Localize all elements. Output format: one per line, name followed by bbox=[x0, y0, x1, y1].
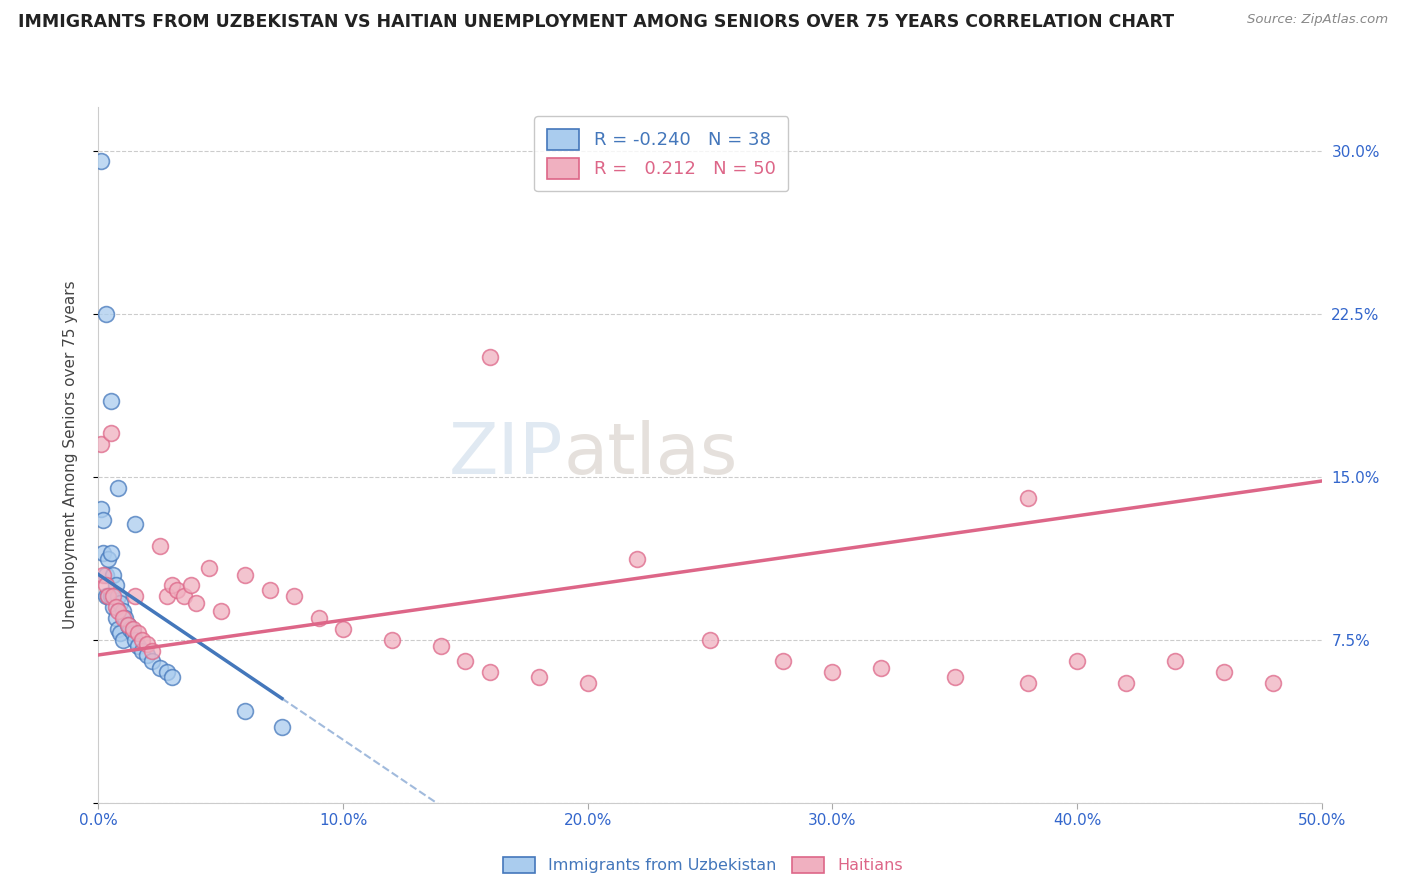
Point bbox=[121, 626, 143, 640]
Point bbox=[576, 676, 599, 690]
Point bbox=[110, 596, 132, 610]
Point bbox=[94, 567, 117, 582]
Point bbox=[127, 639, 149, 653]
Text: IMMIGRANTS FROM UZBEKISTAN VS HAITIAN UNEMPLOYMENT AMONG SENIORS OVER 75 YEARS C: IMMIGRANTS FROM UZBEKISTAN VS HAITIAN UN… bbox=[18, 13, 1174, 31]
Point bbox=[943, 670, 966, 684]
Point bbox=[156, 665, 179, 680]
Point bbox=[90, 437, 112, 451]
Point bbox=[699, 632, 721, 647]
Point bbox=[94, 589, 117, 603]
Point bbox=[870, 661, 893, 675]
Point bbox=[308, 611, 330, 625]
Y-axis label: Unemployment Among Seniors over 75 years: Unemployment Among Seniors over 75 years bbox=[63, 281, 77, 629]
Point bbox=[131, 632, 153, 647]
Point bbox=[100, 589, 122, 603]
Point bbox=[101, 567, 124, 582]
Point bbox=[149, 539, 172, 553]
Point bbox=[100, 393, 122, 408]
Point bbox=[259, 582, 281, 597]
Point bbox=[156, 589, 179, 603]
Point bbox=[100, 546, 122, 560]
Point bbox=[124, 632, 146, 647]
Point bbox=[233, 567, 256, 582]
Text: atlas: atlas bbox=[564, 420, 738, 490]
Point bbox=[101, 600, 124, 615]
Point bbox=[127, 626, 149, 640]
Point bbox=[1017, 676, 1039, 690]
Point bbox=[136, 648, 159, 662]
Point bbox=[332, 622, 354, 636]
Point bbox=[131, 643, 153, 657]
Point bbox=[180, 578, 202, 592]
Point bbox=[626, 552, 648, 566]
Point bbox=[104, 578, 127, 592]
Point bbox=[1212, 665, 1234, 680]
Point bbox=[90, 154, 112, 169]
Text: ZIP: ZIP bbox=[449, 420, 564, 490]
Point bbox=[141, 643, 163, 657]
Point bbox=[141, 655, 163, 669]
Point bbox=[283, 589, 305, 603]
Point bbox=[270, 720, 294, 734]
Point bbox=[111, 632, 134, 647]
Point bbox=[160, 578, 183, 592]
Point bbox=[101, 589, 124, 603]
Point bbox=[1261, 676, 1284, 690]
Point bbox=[104, 611, 127, 625]
Point bbox=[91, 567, 114, 582]
Point bbox=[166, 582, 188, 597]
Point bbox=[91, 513, 114, 527]
Point bbox=[121, 622, 143, 636]
Point bbox=[124, 517, 146, 532]
Point bbox=[111, 605, 134, 619]
Point bbox=[478, 665, 501, 680]
Point bbox=[772, 655, 794, 669]
Point bbox=[110, 626, 132, 640]
Point bbox=[1017, 491, 1039, 506]
Point bbox=[104, 600, 127, 615]
Point bbox=[124, 589, 146, 603]
Legend: R = -0.240   N = 38, R =   0.212   N = 50: R = -0.240 N = 38, R = 0.212 N = 50 bbox=[534, 116, 789, 191]
Legend: Immigrants from Uzbekistan, Haitians: Immigrants from Uzbekistan, Haitians bbox=[496, 850, 910, 880]
Point bbox=[1164, 655, 1187, 669]
Point bbox=[149, 661, 172, 675]
Point bbox=[430, 639, 453, 653]
Point bbox=[94, 307, 117, 321]
Point bbox=[91, 546, 114, 560]
Point bbox=[160, 670, 183, 684]
Point bbox=[117, 617, 139, 632]
Point bbox=[173, 589, 195, 603]
Point bbox=[381, 632, 404, 647]
Point bbox=[120, 622, 142, 636]
Point bbox=[94, 578, 117, 592]
Point bbox=[107, 622, 129, 636]
Point bbox=[111, 611, 134, 625]
Point bbox=[527, 670, 550, 684]
Point bbox=[1115, 676, 1137, 690]
Point bbox=[209, 605, 232, 619]
Point bbox=[478, 350, 501, 364]
Text: Source: ZipAtlas.com: Source: ZipAtlas.com bbox=[1247, 13, 1388, 27]
Point bbox=[114, 611, 136, 625]
Point bbox=[197, 561, 219, 575]
Point bbox=[107, 589, 129, 603]
Point bbox=[100, 426, 122, 441]
Point bbox=[454, 655, 477, 669]
Point bbox=[90, 502, 112, 516]
Point bbox=[117, 617, 139, 632]
Point bbox=[97, 589, 120, 603]
Point bbox=[97, 589, 120, 603]
Point bbox=[107, 605, 129, 619]
Point bbox=[136, 637, 159, 651]
Point bbox=[821, 665, 844, 680]
Point bbox=[1066, 655, 1088, 669]
Point bbox=[233, 705, 256, 719]
Point bbox=[107, 481, 129, 495]
Point bbox=[186, 596, 208, 610]
Point bbox=[97, 552, 120, 566]
